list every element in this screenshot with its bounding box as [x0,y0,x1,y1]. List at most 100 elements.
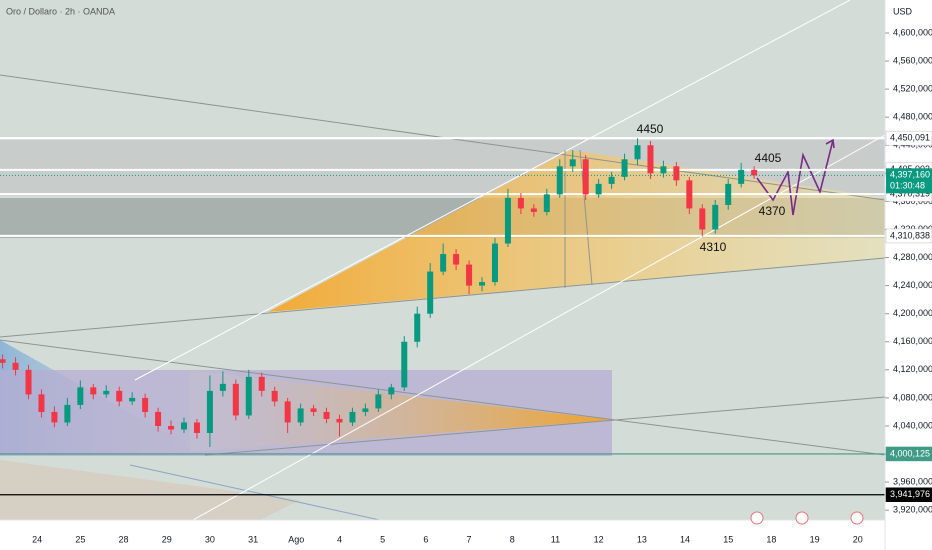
candle-body [206,390,213,433]
candle-body [245,376,252,416]
candle-body [751,169,758,176]
candle-body [556,166,563,195]
event-icon[interactable] [750,511,764,525]
candle-body [142,397,149,412]
candle-body [504,197,511,244]
annotation: 4450 [637,122,664,136]
candle-body [647,145,654,174]
x-tick-label: 7 [467,534,472,544]
x-tick-label: 18 [766,534,776,544]
candle-body [297,408,304,423]
candle-body [116,390,123,402]
candle-body [258,376,265,391]
y-tick-label: 4,600,000 [893,27,932,37]
x-tick-label: 15 [723,534,733,544]
x-tick-label: 5 [380,534,385,544]
candle-body [440,254,447,272]
candle-body [12,362,19,370]
candle-body [699,208,706,230]
countdown: 01:30:48 [890,181,925,191]
candle-body [103,390,110,395]
candle-body [64,404,71,423]
y-tick-label: 4,280,000 [893,252,932,262]
candle-body [349,411,356,423]
price-label-box [885,130,932,146]
annotation: 4310 [700,240,727,254]
x-tick-label: 4 [337,534,342,544]
x-tick-label: 24 [32,534,42,544]
vertical-line [579,149,593,286]
x-tick-label: 6 [423,534,428,544]
event-icon[interactable] [850,511,864,525]
candle-body [479,282,486,286]
x-tick-label: Ago [288,534,304,544]
x-tick-label: 12 [594,534,604,544]
candle-body [323,411,330,419]
time-axis [0,520,885,550]
candle-body [453,254,460,265]
x-tick-label: 30 [205,534,215,544]
candle-body [271,390,278,402]
candle-body [686,180,693,209]
candle-body [582,159,589,195]
candle-body [38,394,45,412]
price-label: 4,370,319 [890,189,930,199]
channel-line [174,134,886,531]
candle-body [388,387,395,395]
candle-body [0,359,6,363]
last-price-label: 4,397,160 [890,170,930,180]
candle-body [491,243,498,283]
candle-body [336,418,343,423]
candle-body [738,169,745,184]
trend-line [0,339,886,456]
candle-body [155,411,162,426]
price-label: 4,310,838 [890,230,930,240]
orange-triangle-low [190,370,612,452]
x-tick-label: 28 [119,534,129,544]
trend-line [204,396,886,456]
candle-body [712,204,719,230]
y-tick-label: 3,920,000 [893,505,932,515]
chart-title: Oro / Dollaro · 2h · OANDA [6,6,115,16]
y-tick-label: 4,480,000 [893,112,932,122]
y-tick-label: 4,560,000 [893,55,932,65]
candle-body [375,394,382,409]
candle-body [634,145,641,160]
x-tick-label: 19 [810,534,820,544]
candle-body [25,369,32,395]
candle-body [608,176,615,184]
annotation: 4405 [755,151,782,165]
candle-body [660,166,667,174]
x-tick-label: 25 [75,534,85,544]
y-tick-label: 4,080,000 [893,392,932,402]
price-label-box [885,446,932,462]
candle-body [569,159,576,167]
candle-body [621,159,628,177]
price-label: 3,941,976 [890,489,930,499]
y-tick-label: 4,120,000 [893,364,932,374]
price-label: 4,000,125 [890,448,930,458]
candle-body [427,271,434,314]
candle-body [168,425,175,430]
last-price-box [886,168,932,194]
y-tick-label: 4,160,000 [893,336,932,346]
x-tick-label: 20 [853,534,863,544]
candle-body [219,383,226,391]
x-tick-label: 31 [248,534,258,544]
currency: USD [893,6,913,16]
channel-line [134,0,851,381]
candle-body [232,383,239,416]
candle-body [90,387,97,395]
candle-body [180,422,187,430]
x-tick-label: 11 [551,534,560,544]
brown-zone [0,460,300,520]
trend-line [129,464,426,531]
candle-body [129,397,136,402]
candle-body [310,408,317,412]
event-icon[interactable] [795,511,809,525]
candle-body [530,208,537,212]
candle-body [284,401,291,423]
event-icons [750,511,864,525]
candle-body [517,197,524,209]
